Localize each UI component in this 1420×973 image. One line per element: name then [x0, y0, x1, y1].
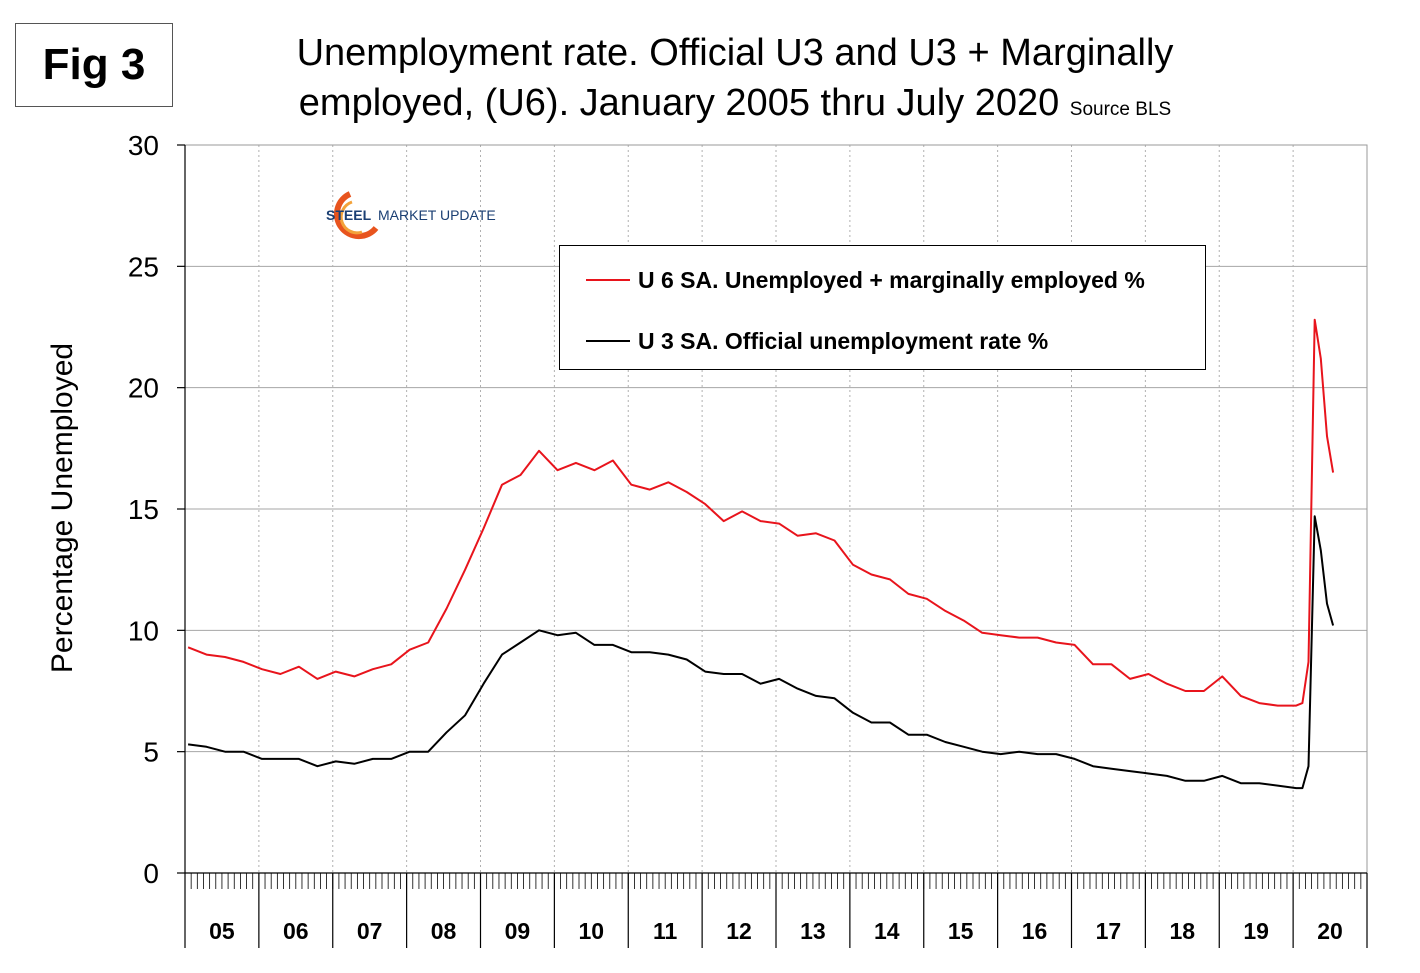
logo-text-bold: STEEL: [326, 207, 372, 223]
x-tick-label: 15: [948, 918, 974, 944]
x-tick-label: 07: [357, 918, 383, 944]
logo-text-rest: MARKET UPDATE: [378, 207, 496, 223]
x-tick-label: 16: [1022, 918, 1048, 944]
logo-swoosh-inner-icon: [339, 200, 363, 235]
chart-source: Source BLS: [1069, 99, 1172, 120]
legend-swatch-u3: [586, 340, 630, 342]
y-tick-label: 30: [128, 130, 159, 161]
x-tick-label: 20: [1317, 918, 1343, 944]
x-tick-label: 18: [1170, 918, 1196, 944]
y-axis-label: Percentage Unemployed: [46, 343, 79, 673]
y-axis-ticks: 0 5 10 15 20 25 30: [128, 130, 185, 889]
chart-title: Unemployment rate. Official U3 and U3 + …: [230, 28, 1240, 135]
series-line-u6: [187, 318, 1335, 707]
legend-item-u3: U 3 SA. Official unemployment rate %: [586, 326, 1048, 356]
x-tick-label: 05: [209, 918, 235, 944]
x-tick-label: 17: [1096, 918, 1122, 944]
logo-swoosh-icon: [333, 191, 379, 240]
steel-market-update-logo: STEEL MARKET UPDATE: [326, 191, 496, 240]
x-axis-ticks: 05 06 07 08 09 10 11 12 13 14 15 16 17 18 19 20: [184, 873, 1368, 948]
y-tick-label: 5: [143, 737, 159, 768]
x-tick-label: 19: [1243, 918, 1269, 944]
chart-legend: U 6 SA. Unemployed + marginally employed…: [559, 245, 1206, 370]
y-tick-label: 25: [128, 251, 159, 282]
y-tick-label: 10: [128, 615, 159, 646]
y-tick-label: 0: [143, 858, 159, 889]
x-tick-label: 06: [283, 918, 309, 944]
x-tick-label: 10: [579, 918, 605, 944]
legend-item-u6: U 6 SA. Unemployed + marginally employed…: [586, 265, 1145, 295]
chart-title-main: Unemployment rate. Official U3 and U3 + …: [296, 32, 1174, 124]
x-tick-label: 09: [505, 918, 531, 944]
y-tick-label: 15: [128, 494, 159, 525]
x-tick-label: 14: [874, 918, 900, 944]
x-tick-label: 11: [653, 918, 678, 944]
x-tick-label: 08: [431, 918, 457, 944]
x-tick-label: 12: [726, 918, 752, 944]
legend-label-u3: U 3 SA. Official unemployment rate %: [638, 327, 1049, 354]
series-line-u3: [187, 515, 1335, 790]
series-lines: [187, 318, 1335, 790]
legend-label-u6: U 6 SA. Unemployed + marginally employed…: [638, 266, 1145, 293]
x-tick-label: 13: [800, 918, 826, 944]
y-tick-label: 20: [128, 373, 159, 404]
figure-label: Fig 3: [15, 23, 173, 107]
legend-swatch-u6: [586, 279, 630, 281]
